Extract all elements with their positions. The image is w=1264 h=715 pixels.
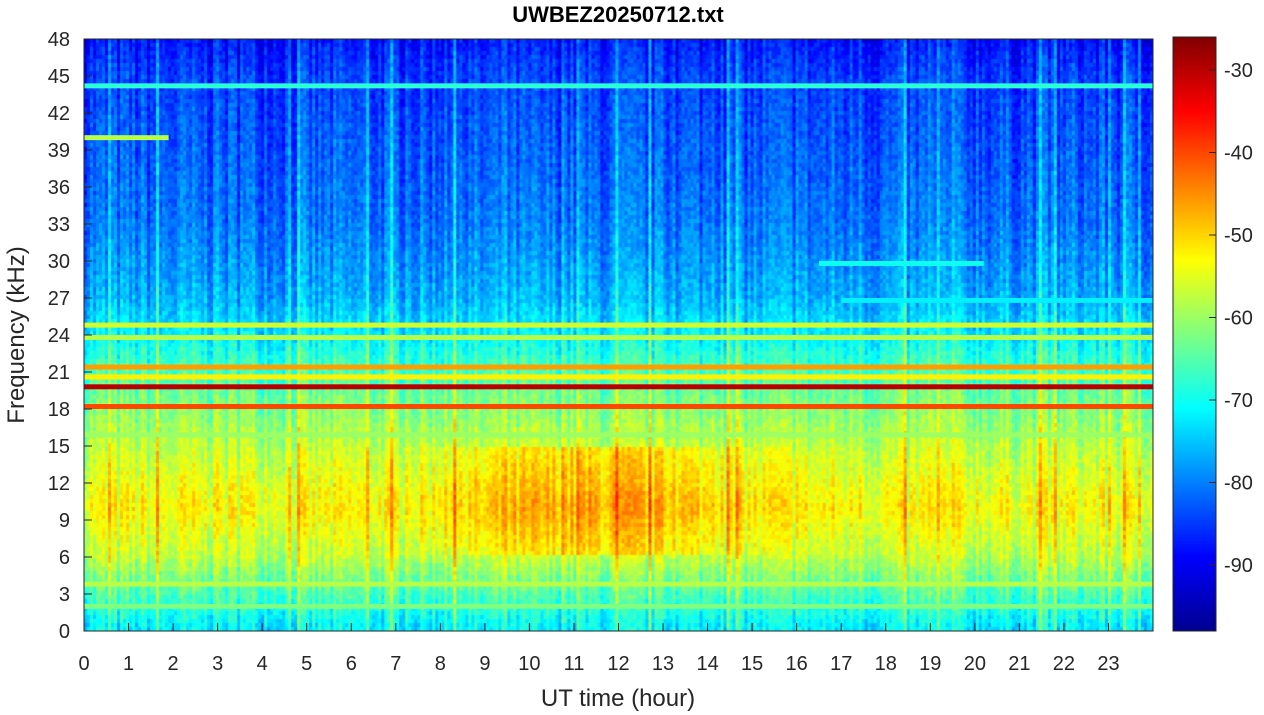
plot-area xyxy=(84,39,1153,631)
x-tick-label: 19 xyxy=(919,653,941,675)
colorbar-tick-label: -70 xyxy=(1224,390,1253,412)
x-tick-label: 9 xyxy=(479,653,490,675)
y-tick-label: 30 xyxy=(48,251,70,273)
y-tick-label: 24 xyxy=(48,325,70,347)
x-tick-label: 0 xyxy=(78,653,89,675)
y-tick-label: 3 xyxy=(59,584,70,606)
transmitter-line xyxy=(84,603,1153,609)
transmitter-line xyxy=(84,334,1153,340)
transmitter-line xyxy=(84,384,1153,390)
x-axis-label: UT time (hour) xyxy=(541,685,695,712)
x-tick-label: 14 xyxy=(696,653,718,675)
y-tick-label: 33 xyxy=(48,214,70,236)
x-tick-label: 21 xyxy=(1008,653,1030,675)
x-tick-label: 13 xyxy=(652,653,674,675)
colorbar-tick-label: -60 xyxy=(1224,308,1253,330)
colorbar-tick-label: -40 xyxy=(1224,143,1253,165)
x-tick-label: 22 xyxy=(1053,653,1075,675)
x-tick-label: 7 xyxy=(390,653,401,675)
transmitter-line xyxy=(84,135,169,141)
x-tick-label: 23 xyxy=(1097,653,1119,675)
y-tick-label: 12 xyxy=(48,473,70,495)
x-tick-label: 10 xyxy=(518,653,540,675)
y-tick-label: 45 xyxy=(48,66,70,88)
chart-title: UWBEZ20250712.txt xyxy=(512,2,724,27)
x-tick-label: 2 xyxy=(168,653,179,675)
y-tick-label: 9 xyxy=(59,510,70,532)
transmitter-line xyxy=(841,297,1153,303)
transmitter-line xyxy=(84,374,1153,380)
y-tick-label: 27 xyxy=(48,288,70,310)
y-tick-label: 6 xyxy=(59,547,70,569)
y-tick-label: 21 xyxy=(48,362,70,384)
x-tick-label: 8 xyxy=(435,653,446,675)
transmitter-line xyxy=(818,260,984,266)
colorbar-tick-label: -90 xyxy=(1224,555,1253,577)
x-tick-label: 16 xyxy=(786,653,808,675)
transmitter-line xyxy=(84,83,1153,89)
colorbar-tick-label: -50 xyxy=(1224,225,1253,247)
colorbar xyxy=(1172,36,1217,632)
transmitter-line xyxy=(84,581,1153,587)
transmitter-line xyxy=(84,432,1153,438)
colorbar-tick-label: -30 xyxy=(1224,60,1253,82)
x-axis-ticks: 0 1 2 3 4 5 6 7 8 9 10 11 12 13 14 15 16 17 18 19 20 21 22 23 xyxy=(78,623,1120,675)
x-tick-label: 12 xyxy=(607,653,629,675)
transmitter-line xyxy=(84,404,1153,410)
colorbar-ticks: -90 -80 -70 -60 -50 -40 -30 xyxy=(1209,60,1253,577)
y-tick-label: 18 xyxy=(48,399,70,421)
y-tick-label: 48 xyxy=(48,29,70,51)
transmitter-line xyxy=(84,322,1153,328)
x-tick-label: 20 xyxy=(964,653,986,675)
y-tick-label: 36 xyxy=(48,177,70,199)
x-tick-label: 11 xyxy=(564,653,585,675)
x-tick-label: 18 xyxy=(875,653,897,675)
x-tick-label: 5 xyxy=(301,653,312,675)
x-tick-label: 1 xyxy=(123,653,134,675)
x-tick-label: 4 xyxy=(257,653,268,675)
y-tick-label: 39 xyxy=(48,140,70,162)
x-tick-label: 17 xyxy=(830,653,852,675)
y-tick-label: 0 xyxy=(59,621,70,643)
colorbar-tick-label: -80 xyxy=(1224,473,1253,495)
x-tick-label: 15 xyxy=(741,653,763,675)
y-tick-label: 15 xyxy=(48,436,70,458)
transmitter-line xyxy=(84,364,1153,370)
y-tick-label: 42 xyxy=(48,103,70,125)
y-axis-label: Frequency (kHz) xyxy=(3,246,30,423)
x-tick-label: 3 xyxy=(212,653,223,675)
x-tick-label: 6 xyxy=(346,653,357,675)
